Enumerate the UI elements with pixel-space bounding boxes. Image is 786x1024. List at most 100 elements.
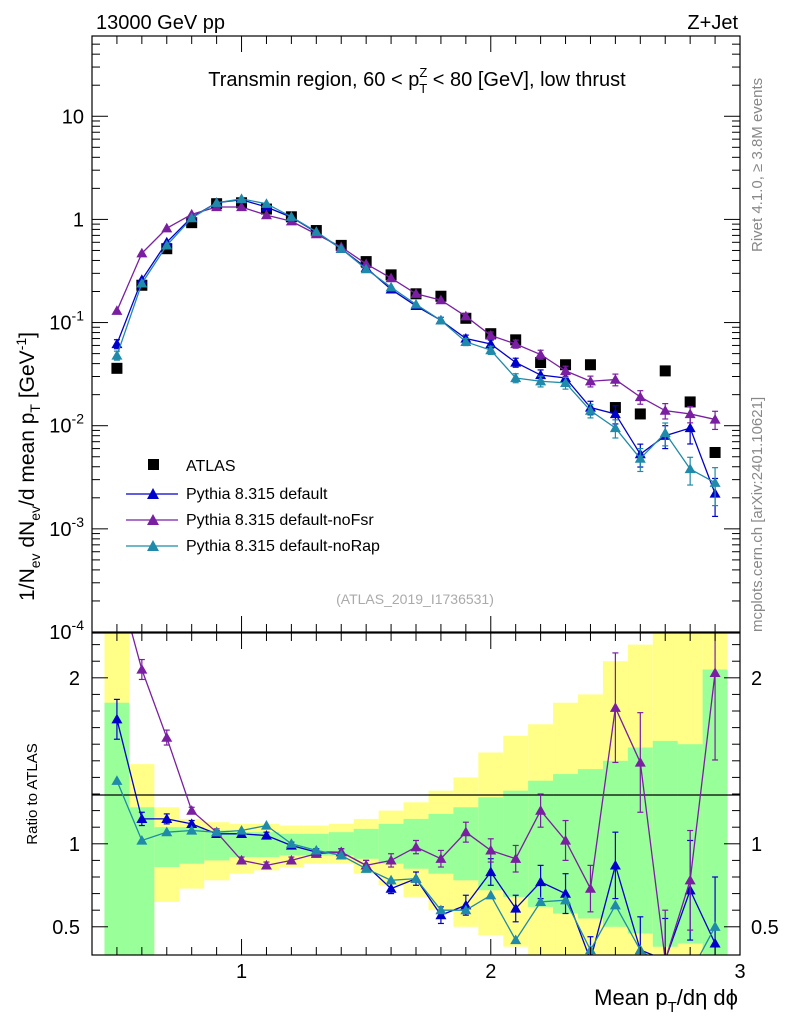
ratio-point-pythia-8-315-default-norap — [136, 834, 148, 845]
data-point-pythia-8-315-default-nofsr — [684, 408, 696, 419]
data-point-pythia-8-315-default-nofsr — [485, 329, 497, 340]
main-y-tick-label: 10-2 — [49, 411, 84, 438]
ylabel-sub-3: T — [27, 404, 43, 413]
ylabel-part-4: [GeV — [16, 350, 39, 404]
ratio-point-pythia-8-315-default-nofsr — [285, 854, 297, 865]
main-y-label: 1/Nev dNev/d mean pT [GeV-1] — [13, 332, 43, 601]
data-point-atlas — [634, 408, 646, 420]
data-point-pythia-8-315-default — [535, 369, 547, 380]
data-point-pythia-8-315-default-nofsr — [410, 288, 422, 298]
ratio-band-1sigma — [503, 790, 529, 897]
legend-marker-default — [147, 488, 159, 499]
ratio-point-pythia-8-315-default-nofsr — [684, 874, 696, 885]
header-right: Z+Jet — [687, 12, 738, 34]
plot-title: Transmin region, 60 < pZ T < 80 [GeV], lo… — [208, 65, 626, 96]
data-point-pythia-8-315-default-nofsr — [385, 272, 397, 283]
data-point-pythia-8-315-default-norap — [335, 243, 347, 253]
main-y-tick-label: 10-1 — [49, 308, 84, 335]
title-sup: Z — [419, 65, 427, 80]
main-y-tick-label: 10-4 — [49, 617, 84, 644]
data-point-pythia-8-315-default-nofsr — [659, 405, 671, 415]
main-y-tick-label: 1 — [73, 209, 84, 231]
ratio-point-pythia-8-315-default-norap — [211, 826, 223, 837]
ratio-y-tick-label: 0.5 — [52, 917, 80, 939]
ratio-point-pythia-8-315-default-norap — [660, 963, 671, 973]
ylabel-part-1: 1/N — [16, 568, 39, 601]
x-tick-label: 1 — [236, 961, 247, 983]
ratio-point-pythia-8-315-default-nofsr — [161, 732, 173, 742]
ylabel-sub-1: ev — [27, 553, 43, 568]
ratio-point-pythia-8-315-default-nofsr — [709, 667, 721, 677]
data-point-pythia-8-315-default-nofsr — [136, 247, 148, 258]
data-point-pythia-8-315-default-nofsr — [435, 294, 447, 305]
ratio-point-pythia-8-315-default-norap — [535, 896, 547, 907]
ratio-point-pythia-8-315-default — [535, 876, 547, 887]
ratio-point-pythia-8-315-default — [590, 954, 591, 955]
tick-base: 10 — [49, 519, 71, 541]
data-point-pythia-8-315-default-norap — [186, 212, 198, 223]
ratio-point-pythia-8-315-default-norap — [609, 899, 621, 910]
data-point-atlas — [684, 396, 696, 408]
series-line-pythia-8-315-default — [116, 199, 716, 494]
ratio-point-pythia-8-315-default-nofsr — [609, 702, 621, 712]
data-point-atlas — [659, 365, 671, 377]
data-point-pythia-8-315-default-nofsr — [560, 365, 572, 376]
ratio-point-pythia-8-315-default-norap — [385, 874, 397, 885]
main-y-tick-label: 10-3 — [49, 514, 84, 541]
ratio-frame — [91, 632, 741, 956]
data-point-pythia-8-315-default — [485, 338, 497, 349]
data-point-pythia-8-315-default-nofsr — [634, 391, 646, 402]
data-point-pythia-8-315-default-norap — [560, 377, 572, 388]
ratio-point-pythia-8-315-default-norap — [510, 934, 522, 945]
ratio-point-pythia-8-315-default-norap — [310, 844, 322, 855]
ratio-band-1sigma — [353, 828, 379, 859]
ylabel-sub-2: ev — [27, 506, 43, 521]
ratio-y-tick-label-right: 0.5 — [751, 917, 779, 939]
data-point-atlas — [560, 359, 572, 371]
ratio-point-pythia-8-315-default — [136, 813, 148, 824]
tick-base: 10 — [49, 416, 71, 438]
data-point-pythia-8-315-default-norap — [285, 211, 297, 221]
tick-base: 10 — [49, 622, 71, 644]
tick-exponent: -4 — [72, 617, 85, 633]
data-point-pythia-8-315-default-nofsr — [260, 209, 272, 220]
ratio-point-pythia-8-315-default-nofsr — [664, 954, 666, 955]
data-point-pythia-8-315-default-norap — [211, 197, 223, 207]
ratio-point-pythia-8-315-default-nofsr — [111, 573, 122, 583]
tick-base: 1 — [73, 209, 84, 231]
xlabel-sub: T — [668, 999, 677, 1016]
main-frame — [91, 35, 741, 633]
ratio-point-pythia-8-315-default-nofsr — [435, 853, 447, 863]
legend-label-norap: Pythia 8.315 default-noRap — [186, 538, 380, 555]
data-point-pythia-8-315-default-norap — [709, 477, 721, 487]
ylabel-part-5: ] — [16, 332, 39, 338]
data-point-pythia-8-315-default-norap — [609, 422, 621, 433]
ratio-panel: 1 2 3 0.5 0.5 1 1 2 2 Ratio to ATLAS Mean pT/dη … — [24, 573, 779, 1016]
ratio-point-pythia-8-315-default-norap — [260, 820, 272, 830]
data-point-pythia-8-315-default-nofsr — [584, 375, 596, 386]
series-line-pythia-8-315-default-nofsr — [116, 206, 716, 421]
ratio-y-tick-label-right: 2 — [751, 668, 762, 690]
ylabel-sup: -1 — [13, 338, 29, 351]
legend-marker-nofsr — [147, 514, 159, 525]
ratio-point-pythia-8-315-default-norap — [485, 889, 497, 900]
ratio-y-tick-label: 2 — [69, 668, 80, 690]
ratio-point-pythia-8-315-default — [385, 883, 397, 893]
data-point-pythia-8-315-default-norap — [460, 336, 472, 346]
mcplots-label: mcplots.cern.ch [arXiv:2401.10621] — [749, 397, 766, 632]
ratio-point-pythia-8-315-default-nofsr — [186, 805, 198, 815]
data-point-pythia-8-315-default-nofsr — [535, 349, 547, 359]
analysis-watermark: (ATLAS_2019_I1736531) — [336, 591, 494, 607]
ratio-point-pythia-8-315-default-nofsr — [535, 805, 547, 815]
ratio-band-1sigma — [129, 807, 155, 955]
ratio-point-pythia-8-315-default-norap — [111, 775, 123, 785]
legend-marker-norap — [147, 540, 159, 551]
title-sub: T — [419, 81, 427, 96]
ratio-point-pythia-8-315-default — [460, 899, 472, 910]
main-series-group — [111, 193, 721, 518]
ratio-point-pythia-8-315-default-norap — [435, 904, 447, 915]
ratio-point-pythia-8-315-default-nofsr — [410, 841, 422, 852]
data-point-pythia-8-315-default — [684, 422, 696, 433]
data-point-pythia-8-315-default-norap — [360, 263, 372, 274]
